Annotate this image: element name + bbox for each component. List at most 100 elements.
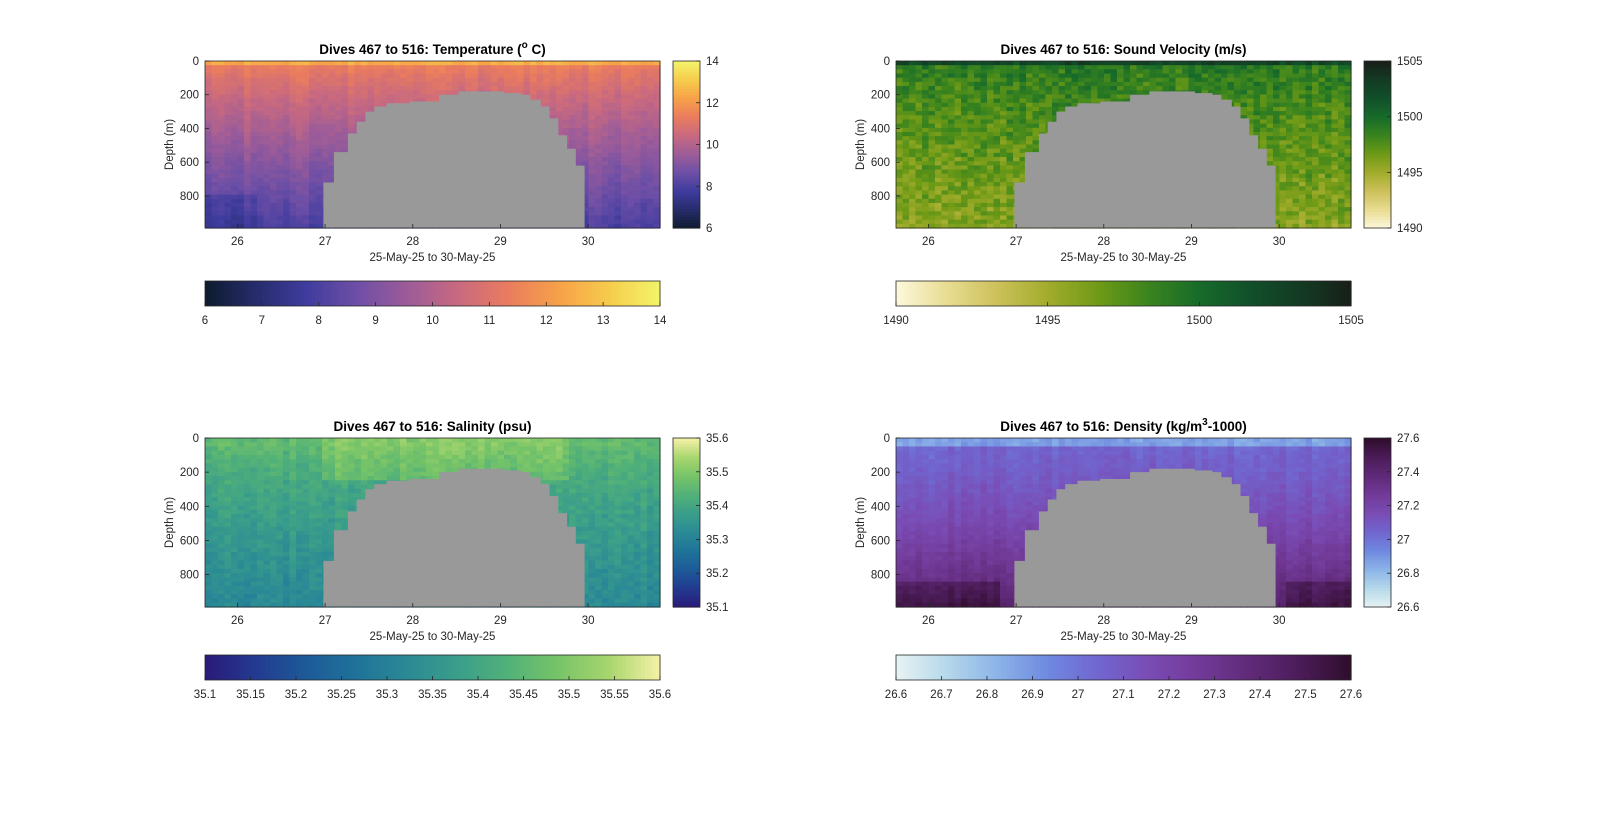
heatmap-cell bbox=[634, 102, 642, 108]
heatmap-cell bbox=[915, 86, 923, 91]
heatmap-cell bbox=[896, 111, 904, 116]
heatmap-cell bbox=[276, 69, 284, 75]
heatmap-cell bbox=[980, 136, 988, 141]
heatmap-cell bbox=[367, 102, 375, 108]
axes-box bbox=[204, 60, 661, 229]
heatmap-cell bbox=[374, 77, 382, 83]
heatmap-cell bbox=[315, 182, 323, 187]
heatmap-cell bbox=[941, 198, 949, 204]
heatmap-cell bbox=[608, 115, 616, 121]
heatmap-cell bbox=[922, 211, 930, 217]
heatmap-cell bbox=[361, 115, 369, 121]
heatmap-cell bbox=[941, 161, 949, 166]
heatmap-cell bbox=[562, 119, 570, 125]
heatmap-cell bbox=[935, 177, 943, 183]
heatmap-cell bbox=[237, 215, 245, 221]
heatmap-cell bbox=[322, 69, 330, 75]
heatmap-cell bbox=[1143, 81, 1151, 87]
heatmap-cell bbox=[582, 165, 590, 171]
heatmap-cell bbox=[328, 94, 336, 100]
heatmap-cell bbox=[205, 215, 213, 221]
colorbar-cell bbox=[587, 281, 593, 306]
heatmap-cell bbox=[302, 131, 310, 137]
heatmap-cell bbox=[987, 173, 995, 179]
heatmap-cell bbox=[484, 77, 492, 83]
heatmap-cell bbox=[270, 102, 278, 108]
heatmap-cell bbox=[627, 161, 635, 166]
heatmap-cell bbox=[1006, 194, 1014, 200]
heatmap-cell bbox=[361, 61, 369, 66]
heatmap-cell bbox=[935, 198, 943, 204]
heatmap-cell bbox=[452, 90, 460, 95]
heatmap-cell bbox=[517, 77, 525, 83]
heatmap-cell bbox=[1032, 65, 1040, 70]
heatmap-cell bbox=[941, 73, 949, 79]
heatmap-cell bbox=[354, 61, 362, 66]
heatmap-cell bbox=[954, 140, 962, 146]
heatmap-cell bbox=[530, 61, 538, 66]
heatmap-cell bbox=[341, 61, 349, 66]
heatmap-cell bbox=[987, 115, 995, 121]
heatmap-cell bbox=[928, 144, 936, 150]
heatmap-cell bbox=[1000, 69, 1008, 75]
heatmap-cell bbox=[1019, 94, 1027, 100]
heatmap-cell bbox=[1032, 127, 1040, 133]
heatmap-cell bbox=[406, 94, 414, 100]
heatmap-cell bbox=[250, 157, 258, 162]
heatmap-cell bbox=[1026, 98, 1034, 104]
heatmap-cell bbox=[1130, 81, 1138, 87]
heatmap-cell bbox=[380, 94, 388, 100]
heatmap-cell bbox=[224, 161, 232, 166]
heatmap-cell bbox=[374, 102, 382, 108]
heatmap-cell bbox=[588, 102, 596, 108]
heatmap-cell bbox=[974, 86, 982, 91]
heatmap-cell bbox=[263, 194, 271, 200]
heatmap-cell bbox=[497, 69, 505, 75]
heatmap-cell bbox=[1104, 98, 1112, 104]
heatmap-cell bbox=[621, 115, 629, 121]
heatmap-cell bbox=[510, 86, 518, 91]
heatmap-cell bbox=[237, 190, 245, 196]
heatmap-cell bbox=[935, 61, 943, 66]
heatmap-cell bbox=[627, 111, 635, 116]
heatmap-cell bbox=[608, 90, 616, 95]
heatmap-cell bbox=[941, 98, 949, 104]
heatmap-cell bbox=[205, 111, 213, 116]
heatmap-cell bbox=[244, 144, 252, 150]
heatmap-cell bbox=[1006, 94, 1014, 100]
heatmap-cell bbox=[257, 77, 265, 83]
heatmap-cell bbox=[1130, 65, 1138, 70]
heatmap-cell bbox=[289, 136, 297, 141]
heatmap-cell bbox=[614, 186, 622, 192]
heatmap-cell bbox=[627, 190, 635, 196]
colorbar-cell bbox=[227, 281, 233, 306]
heatmap-cell bbox=[276, 65, 284, 70]
heatmap-cell bbox=[205, 115, 213, 121]
heatmap-cell bbox=[1039, 119, 1047, 125]
heatmap-cell bbox=[902, 219, 910, 225]
heatmap-cell bbox=[1006, 215, 1014, 221]
heatmap-cell bbox=[928, 186, 936, 192]
heatmap-cell bbox=[302, 106, 310, 112]
heatmap-cell bbox=[283, 211, 291, 217]
heatmap-cell bbox=[328, 127, 336, 133]
heatmap-cell bbox=[634, 173, 642, 179]
heatmap-cell bbox=[484, 81, 492, 87]
heatmap-cell bbox=[948, 219, 956, 225]
heatmap-cell bbox=[627, 94, 635, 100]
heatmap-cell bbox=[1000, 127, 1008, 133]
heatmap-cell bbox=[283, 111, 291, 116]
heatmap-cell bbox=[948, 131, 956, 137]
heatmap-cell bbox=[621, 169, 629, 175]
heatmap-cell bbox=[341, 148, 349, 154]
heatmap-cell bbox=[224, 173, 232, 179]
heatmap-cell bbox=[1162, 86, 1170, 91]
heatmap-cell bbox=[961, 73, 969, 79]
heatmap-cell bbox=[250, 127, 258, 133]
heatmap-cell bbox=[231, 86, 239, 91]
heatmap-cell bbox=[276, 61, 284, 66]
heatmap-cell bbox=[374, 98, 382, 104]
heatmap-cell bbox=[536, 81, 544, 87]
heatmap-cell bbox=[993, 152, 1001, 158]
heatmap-cell bbox=[328, 165, 336, 171]
